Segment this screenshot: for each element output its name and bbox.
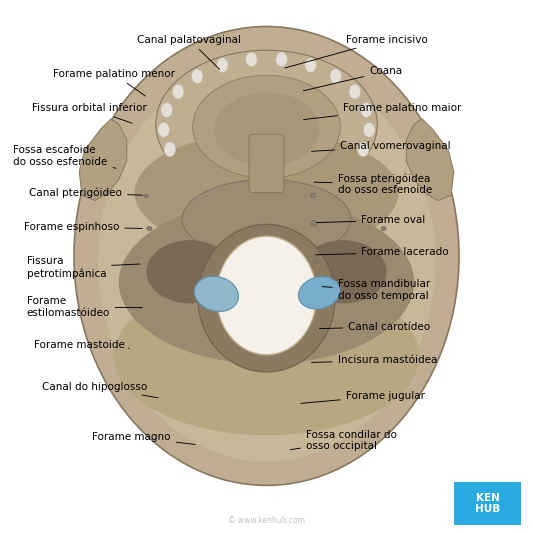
Ellipse shape [74,27,459,486]
Ellipse shape [349,84,361,99]
Ellipse shape [191,69,203,84]
Ellipse shape [300,240,386,303]
Polygon shape [406,119,454,200]
Text: Forame
estilomastóideo: Forame estilomastóideo [27,296,142,318]
Ellipse shape [314,260,319,263]
Ellipse shape [216,236,317,355]
Ellipse shape [305,58,317,72]
Ellipse shape [98,61,435,462]
Ellipse shape [360,103,372,117]
Text: Forame oval: Forame oval [317,215,426,225]
Text: Canal do hipoglosso: Canal do hipoglosso [42,382,158,398]
FancyBboxPatch shape [249,134,284,192]
Text: Coana: Coana [303,66,402,91]
Ellipse shape [119,200,414,364]
Text: Canal pterigóideo: Canal pterigóideo [29,188,142,198]
Text: KEN
HUB: KEN HUB [475,493,500,514]
Ellipse shape [192,75,341,178]
Text: Fissura orbital inferior: Fissura orbital inferior [32,103,147,123]
Ellipse shape [172,84,184,99]
Text: Canal palatovaginal: Canal palatovaginal [138,35,241,69]
Ellipse shape [298,277,340,309]
Text: Canal vomerovaginal: Canal vomerovaginal [311,141,451,151]
FancyBboxPatch shape [454,482,521,525]
Ellipse shape [357,142,369,157]
Ellipse shape [198,224,335,372]
Text: Forame lacerado: Forame lacerado [316,247,449,257]
Text: Canal carotídeo: Canal carotídeo [319,321,430,332]
Text: Fossa escafoide
do osso esfenoide: Fossa escafoide do osso esfenoide [13,145,116,168]
Ellipse shape [330,69,342,84]
Ellipse shape [214,92,319,166]
Ellipse shape [156,50,377,198]
Text: Forame incisivo: Forame incisivo [285,35,427,68]
Text: Forame palatino menor: Forame palatino menor [53,69,175,96]
Ellipse shape [158,123,169,137]
Ellipse shape [144,194,149,198]
Ellipse shape [311,221,317,226]
Ellipse shape [195,277,238,311]
Text: Forame espinhoso: Forame espinhoso [24,222,142,232]
Ellipse shape [161,103,173,117]
Ellipse shape [310,193,316,197]
Text: Forame palatino maior: Forame palatino maior [304,103,462,119]
Text: Fossa condilar do
osso occipital: Fossa condilar do osso occipital [290,430,397,451]
Text: Fossa mandibular
do osso temporal: Fossa mandibular do osso temporal [322,279,430,301]
Text: Fissura
petrotimpânica: Fissura petrotimpânica [27,256,140,279]
Text: Forame mastoide: Forame mastoide [35,340,130,350]
Ellipse shape [364,123,375,137]
Ellipse shape [147,227,152,231]
Polygon shape [79,119,127,200]
Ellipse shape [114,277,419,435]
Ellipse shape [381,227,386,231]
Ellipse shape [135,132,398,253]
Ellipse shape [182,180,351,259]
Ellipse shape [147,240,233,303]
Ellipse shape [276,52,287,67]
Text: Forame magno: Forame magno [92,432,195,445]
Text: Fossa pterigóidea
do osso esfenoide: Fossa pterigóidea do osso esfenoide [314,173,432,195]
Ellipse shape [246,52,257,67]
Text: Forame jugular: Forame jugular [301,391,425,403]
Ellipse shape [164,142,176,157]
Text: © www.kenhub.com: © www.kenhub.com [228,516,305,525]
Ellipse shape [216,58,228,72]
Text: Incisura mastóidea: Incisura mastóidea [311,356,437,366]
